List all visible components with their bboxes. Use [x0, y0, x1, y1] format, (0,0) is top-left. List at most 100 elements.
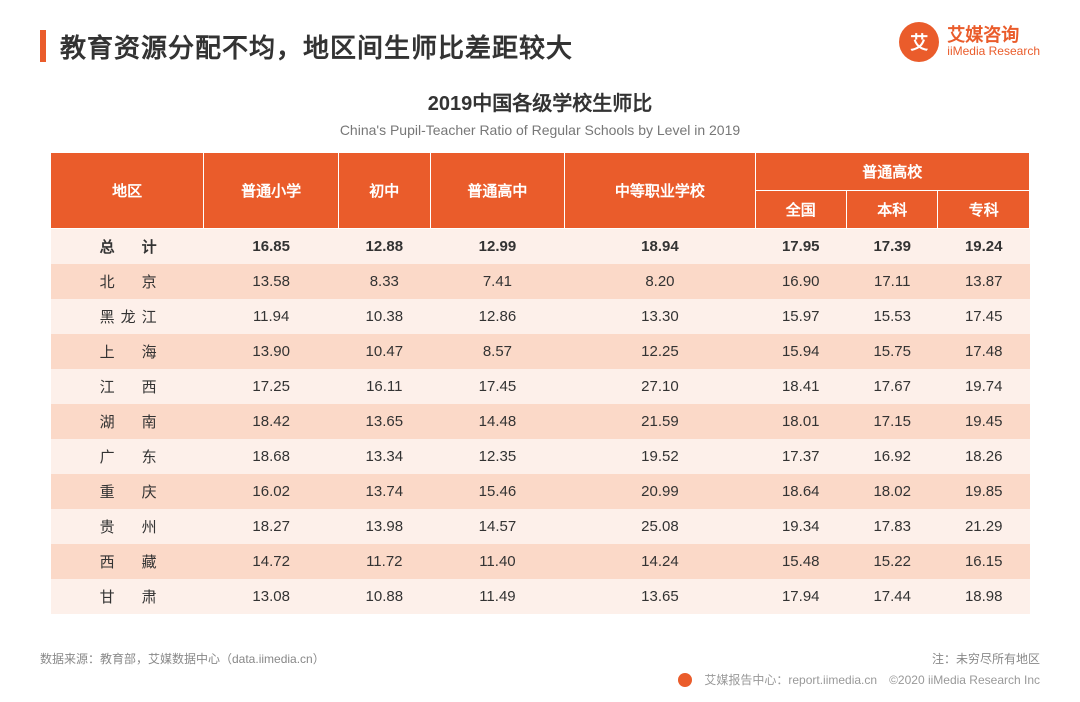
- cell-c_all: 17.94: [755, 579, 846, 614]
- logo-mark: 艾: [899, 22, 939, 62]
- chart-title: 2019中国各级学校生师比: [40, 87, 1040, 116]
- table-row: 湖 南18.4213.6514.4821.5918.0117.1519.45: [51, 404, 1030, 439]
- cell-junior: 8.33: [339, 264, 430, 299]
- cell-region: 湖 南: [51, 404, 204, 439]
- table-row: 江 西17.2516.1117.4527.1018.4117.6719.74: [51, 369, 1030, 404]
- cell-c_all: 16.90: [755, 264, 846, 299]
- cell-c_all: 15.97: [755, 299, 846, 334]
- cell-primary: 13.08: [204, 579, 339, 614]
- cell-vocational: 13.65: [565, 579, 755, 614]
- cell-c_ba: 15.53: [846, 299, 937, 334]
- th-college-all: 全国: [755, 191, 846, 229]
- cell-junior: 10.38: [339, 299, 430, 334]
- cell-vocational: 27.10: [565, 369, 755, 404]
- th-college-bachelor: 本科: [846, 191, 937, 229]
- cell-vocational: 12.25: [565, 334, 755, 369]
- cell-c_ba: 17.44: [846, 579, 937, 614]
- cell-primary: 13.90: [204, 334, 339, 369]
- cell-primary: 18.42: [204, 404, 339, 439]
- cell-c_ba: 18.02: [846, 474, 937, 509]
- cell-vocational: 25.08: [565, 509, 755, 544]
- cell-junior: 16.11: [339, 369, 430, 404]
- table-row: 上 海13.9010.478.5712.2515.9415.7517.48: [51, 334, 1030, 369]
- cell-senior: 14.48: [430, 404, 565, 439]
- footer: 数据来源：教育部，艾媒数据中心（data.iimedia.cn） 注：未穷尽所有…: [40, 650, 1040, 688]
- cell-c_jc: 17.45: [938, 299, 1030, 334]
- cell-senior: 8.57: [430, 334, 565, 369]
- cell-c_ba: 15.22: [846, 544, 937, 579]
- cell-vocational: 8.20: [565, 264, 755, 299]
- cell-region: 上 海: [51, 334, 204, 369]
- th-college-group: 普通高校: [755, 153, 1029, 191]
- footer-note: 注：未穷尽所有地区: [678, 650, 1040, 667]
- cell-c_jc: 13.87: [938, 264, 1030, 299]
- footer-logo-icon: [678, 673, 692, 687]
- cell-c_jc: 19.45: [938, 404, 1030, 439]
- footer-report: 艾媒报告中心：report.iimedia.cn: [704, 671, 877, 688]
- cell-senior: 12.86: [430, 299, 565, 334]
- cell-junior: 13.34: [339, 439, 430, 474]
- cell-primary: 13.58: [204, 264, 339, 299]
- logo-en: iiMedia Research: [947, 45, 1040, 58]
- cell-senior: 7.41: [430, 264, 565, 299]
- th-vocational: 中等职业学校: [565, 153, 755, 229]
- cell-c_ba: 16.92: [846, 439, 937, 474]
- cell-primary: 17.25: [204, 369, 339, 404]
- cell-region: 广 东: [51, 439, 204, 474]
- cell-primary: 18.68: [204, 439, 339, 474]
- page-title: 教育资源分配不均，地区间生师比差距较大: [60, 28, 573, 65]
- cell-c_all: 18.41: [755, 369, 846, 404]
- table-row: 广 东18.6813.3412.3519.5217.3716.9218.26: [51, 439, 1030, 474]
- cell-c_ba: 17.39: [846, 229, 937, 265]
- th-college-junior: 专科: [938, 191, 1030, 229]
- cell-junior: 13.65: [339, 404, 430, 439]
- cell-junior: 11.72: [339, 544, 430, 579]
- footer-copyright: ©2020 iiMedia Research Inc: [889, 673, 1040, 687]
- cell-c_all: 15.48: [755, 544, 846, 579]
- cell-senior: 12.99: [430, 229, 565, 265]
- th-junior: 初中: [339, 153, 430, 229]
- cell-vocational: 18.94: [565, 229, 755, 265]
- brand-logo: 艾 艾媒咨询 iiMedia Research: [899, 22, 1040, 62]
- chart-subtitle: China's Pupil-Teacher Ratio of Regular S…: [40, 122, 1040, 138]
- table-row: 北 京13.588.337.418.2016.9017.1113.87: [51, 264, 1030, 299]
- cell-junior: 10.88: [339, 579, 430, 614]
- cell-region: 甘 肃: [51, 579, 204, 614]
- cell-region: 重 庆: [51, 474, 204, 509]
- cell-c_jc: 18.26: [938, 439, 1030, 474]
- cell-c_ba: 17.83: [846, 509, 937, 544]
- cell-senior: 11.49: [430, 579, 565, 614]
- cell-c_all: 18.01: [755, 404, 846, 439]
- cell-vocational: 13.30: [565, 299, 755, 334]
- table-row: 西 藏14.7211.7211.4014.2415.4815.2216.15: [51, 544, 1030, 579]
- cell-region: 总 计: [51, 229, 204, 265]
- cell-c_ba: 15.75: [846, 334, 937, 369]
- cell-c_jc: 16.15: [938, 544, 1030, 579]
- cell-region: 贵 州: [51, 509, 204, 544]
- table-row: 甘 肃13.0810.8811.4913.6517.9417.4418.98: [51, 579, 1030, 614]
- cell-vocational: 19.52: [565, 439, 755, 474]
- cell-senior: 14.57: [430, 509, 565, 544]
- cell-c_ba: 17.67: [846, 369, 937, 404]
- cell-c_ba: 17.15: [846, 404, 937, 439]
- cell-c_all: 15.94: [755, 334, 846, 369]
- cell-c_all: 17.95: [755, 229, 846, 265]
- cell-senior: 12.35: [430, 439, 565, 474]
- cell-senior: 11.40: [430, 544, 565, 579]
- cell-vocational: 21.59: [565, 404, 755, 439]
- logo-cn: 艾媒咨询: [947, 26, 1040, 46]
- header: 教育资源分配不均，地区间生师比差距较大: [40, 28, 1040, 65]
- cell-primary: 11.94: [204, 299, 339, 334]
- th-region: 地区: [51, 153, 204, 229]
- cell-region: 北 京: [51, 264, 204, 299]
- cell-c_all: 17.37: [755, 439, 846, 474]
- cell-c_all: 19.34: [755, 509, 846, 544]
- cell-c_ba: 17.11: [846, 264, 937, 299]
- cell-c_jc: 17.48: [938, 334, 1030, 369]
- cell-primary: 16.02: [204, 474, 339, 509]
- cell-junior: 10.47: [339, 334, 430, 369]
- cell-vocational: 20.99: [565, 474, 755, 509]
- accent-bar: [40, 30, 46, 62]
- cell-primary: 14.72: [204, 544, 339, 579]
- cell-c_jc: 21.29: [938, 509, 1030, 544]
